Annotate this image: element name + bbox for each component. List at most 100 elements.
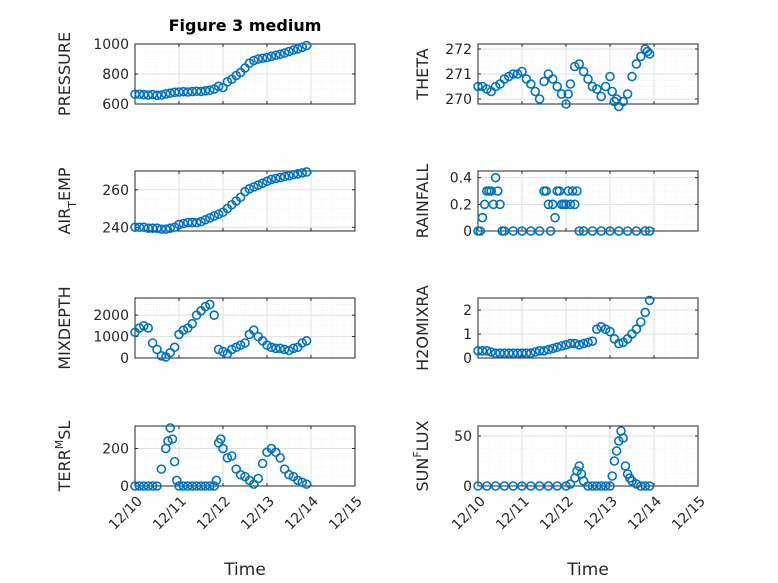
data-point [143, 481, 153, 491]
data-point [525, 79, 536, 89]
data-point [275, 49, 286, 60]
data-point [552, 342, 563, 353]
data-point [635, 51, 646, 62]
y-axis-label: THETA [413, 48, 432, 100]
data-point [161, 224, 171, 234]
data-point [600, 81, 611, 92]
data-point [172, 475, 182, 486]
data-point [205, 213, 215, 223]
data-point [578, 338, 589, 349]
data-point [183, 87, 193, 97]
y-axis-label: RAINFALL [413, 164, 432, 239]
data-point [605, 326, 615, 337]
y-axis-label: MIXDEPTH [55, 286, 74, 369]
data-point [275, 172, 286, 183]
data-point [556, 89, 567, 99]
data-point [631, 324, 642, 335]
panel-sun-flux: 0 50 12/10 12/11 12/12 12/13 12/14 12/15 SUNFLUX [411, 420, 709, 533]
data-point [130, 89, 140, 100]
axes-box [477, 297, 699, 359]
data-point [165, 223, 175, 233]
x-tick-label: 12/13 [238, 494, 278, 534]
data-point [152, 481, 162, 491]
data-point [534, 94, 545, 104]
data-point [213, 81, 224, 92]
data-point [200, 214, 211, 225]
data-point [279, 171, 290, 182]
data-point [561, 339, 571, 350]
data-point [174, 87, 184, 97]
data-point [183, 481, 193, 491]
data-point [567, 186, 578, 196]
data-point [486, 186, 497, 196]
series-mixdepth [130, 299, 312, 362]
minor-grid [478, 426, 698, 486]
data-point [552, 81, 563, 92]
x-tick-label: 12/15 [326, 494, 366, 534]
data-point [622, 226, 633, 236]
data-point [473, 81, 483, 92]
series-h2omixra [473, 295, 655, 359]
data-point [481, 345, 492, 356]
data-point [205, 481, 215, 491]
data-point [563, 89, 574, 99]
data-point [191, 86, 202, 97]
panel-h2omixra: 0 1 2 H2OMIXRA [413, 285, 699, 371]
data-point [183, 217, 193, 228]
minor-grid [478, 170, 698, 231]
y-tick-label: 50 [454, 429, 472, 445]
data-point [266, 51, 277, 62]
data-point [196, 216, 206, 227]
data-point [187, 318, 197, 329]
x-tick-label: 12/10 [449, 494, 489, 534]
data-point [147, 481, 158, 491]
y-tick-label: 260 [102, 183, 129, 199]
data-point [578, 226, 589, 236]
data-point [495, 199, 505, 210]
data-point [178, 218, 189, 229]
series-air-temp [130, 167, 312, 234]
y-axis-label-part: LUX [413, 420, 432, 451]
data-point [600, 481, 611, 491]
x-tick-label: 12/11 [493, 494, 533, 534]
data-point [143, 223, 153, 233]
data-point [574, 339, 585, 350]
data-point [572, 186, 582, 196]
data-point [196, 481, 206, 491]
data-point [292, 475, 303, 486]
data-point [512, 348, 523, 359]
y-tick-label: 240 [102, 220, 129, 236]
y-axis-label-part: EMP [55, 167, 74, 201]
data-point [257, 178, 268, 188]
x-tick-label: 12/12 [537, 494, 577, 534]
data-point [156, 351, 167, 361]
data-point [490, 172, 501, 183]
data-point [262, 176, 272, 187]
data-point [152, 90, 162, 101]
data-point [270, 343, 281, 354]
data-point [556, 341, 567, 351]
data-point [187, 481, 197, 491]
data-point [249, 182, 259, 192]
panel-mixdepth: 0 1000 2000 MIXDEPTH [55, 286, 356, 370]
data-point [134, 89, 145, 100]
data-point [605, 71, 615, 82]
y-tick-label: 272 [445, 42, 472, 58]
series-theta [473, 44, 655, 112]
data-point [156, 224, 167, 234]
y-axis-label: AIRTEMP [55, 167, 79, 234]
data-point [492, 186, 503, 196]
series-pressure [130, 40, 312, 101]
data-point [547, 343, 558, 354]
data-point [262, 52, 272, 63]
panel-terr-msl: 0 200 12/10 12/11 12/12 12/13 12/14 12/15 TERRMS… [53, 421, 366, 534]
panel-air-temp: 240 260 AIRTEMP [55, 167, 356, 236]
x-tick-label: 12/12 [194, 494, 234, 534]
data-point [209, 481, 219, 491]
data-point [209, 211, 219, 221]
y-tick-label: 0 [463, 224, 472, 240]
data-point [635, 317, 646, 327]
y-tick-label: 0 [120, 479, 129, 495]
data-point [561, 481, 571, 491]
data-point [475, 226, 486, 236]
